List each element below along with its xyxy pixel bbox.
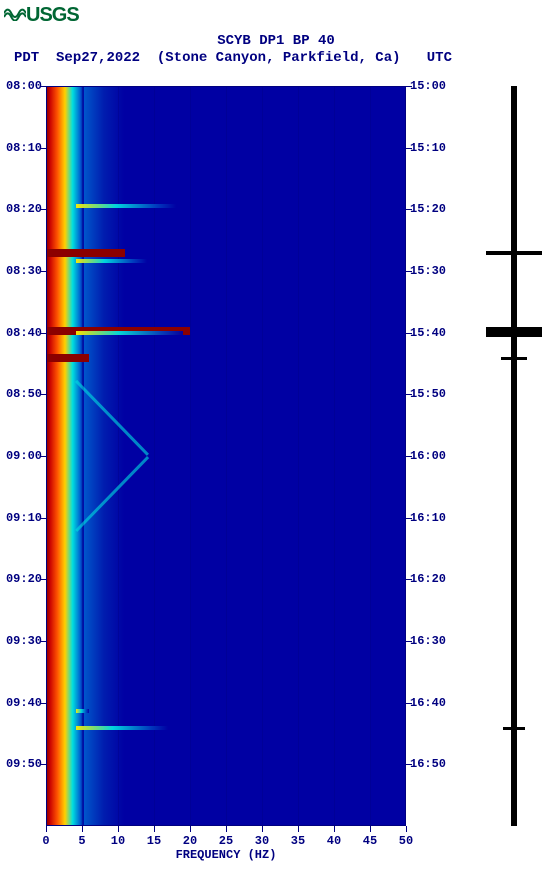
- seismo-burst: [503, 727, 525, 730]
- location-label: (Stone Canyon, Parkfield, Ca): [157, 50, 401, 66]
- y-label-left: 08:40: [2, 326, 42, 340]
- seismo-baseline: [513, 86, 515, 826]
- y-label-left: 09:40: [2, 696, 42, 710]
- x-tick: [82, 826, 83, 832]
- x-tick: [154, 826, 155, 832]
- grid-line: [334, 86, 335, 826]
- spectrogram-chart: FREQUENCY (HZ) 0510152025303540455008:00…: [46, 86, 406, 842]
- y-label-right: 15:10: [410, 141, 450, 155]
- x-tick-label: 30: [255, 834, 269, 848]
- chart-header: SCYB DP1 BP 40: [0, 32, 552, 50]
- grid-line: [298, 86, 299, 826]
- event-streak: [76, 259, 147, 263]
- tz-left-label: PDT: [14, 50, 39, 66]
- x-tick-label: 10: [111, 834, 125, 848]
- spectrogram-canvas: [46, 86, 406, 826]
- x-tick: [370, 826, 371, 832]
- grid-line: [82, 86, 83, 826]
- logo-wave-icon: [4, 6, 26, 22]
- x-tick: [262, 826, 263, 832]
- tz-left-block: PDT Sep27,2022 (Stone Canyon, Parkfield,…: [14, 50, 401, 66]
- seismo-burst: [501, 357, 526, 360]
- x-tick: [46, 826, 47, 832]
- y-label-right: 16:10: [410, 511, 450, 525]
- x-tick-label: 15: [147, 834, 161, 848]
- x-tick: [334, 826, 335, 832]
- x-tick: [118, 826, 119, 832]
- grid-line: [370, 86, 371, 826]
- x-tick-label: 45: [363, 834, 377, 848]
- x-axis-title: FREQUENCY (HZ): [46, 848, 406, 862]
- event-streak: [46, 249, 125, 257]
- y-label-left: 08:30: [2, 264, 42, 278]
- y-label-right: 16:50: [410, 757, 450, 771]
- event-streak: [76, 709, 89, 713]
- x-tick-label: 0: [42, 834, 49, 848]
- event-streak: [46, 354, 89, 362]
- y-label-right: 16:00: [410, 449, 450, 463]
- x-tick-label: 20: [183, 834, 197, 848]
- event-streak: [76, 204, 176, 208]
- grid-line: [46, 86, 47, 826]
- y-label-right: 16:40: [410, 696, 450, 710]
- seismogram-panel: [486, 86, 542, 826]
- station-line: SCYB DP1 BP 40: [0, 32, 552, 50]
- grid-line: [154, 86, 155, 826]
- x-tick-label: 25: [219, 834, 233, 848]
- grid-line: [118, 86, 119, 826]
- y-label-right: 15:50: [410, 387, 450, 401]
- grid-line: [262, 86, 263, 826]
- event-streak: [76, 331, 183, 335]
- tz-right-label: UTC: [427, 50, 452, 66]
- y-label-left: 08:00: [2, 79, 42, 93]
- y-label-left: 09:20: [2, 572, 42, 586]
- y-label-left: 09:50: [2, 757, 42, 771]
- event-streak: [76, 726, 168, 730]
- y-label-right: 15:40: [410, 326, 450, 340]
- x-tick: [226, 826, 227, 832]
- x-tick-label: 5: [78, 834, 85, 848]
- y-label-left: 08:50: [2, 387, 42, 401]
- x-tick: [298, 826, 299, 832]
- y-label-right: 16:20: [410, 572, 450, 586]
- grid-line: [226, 86, 227, 826]
- x-tick-label: 35: [291, 834, 305, 848]
- grid-line: [190, 86, 191, 826]
- y-label-right: 15:20: [410, 202, 450, 216]
- y-label-left: 08:10: [2, 141, 42, 155]
- date-label: Sep27,2022: [56, 50, 140, 66]
- y-label-right: 15:30: [410, 264, 450, 278]
- usgs-logo: USGS: [4, 4, 79, 27]
- seismo-burst: [486, 251, 542, 255]
- x-tick-label: 50: [399, 834, 413, 848]
- y-label-right: 15:00: [410, 79, 450, 93]
- low-freq-band: [46, 86, 84, 826]
- seismo-burst: [486, 327, 542, 337]
- x-tick: [190, 826, 191, 832]
- x-tick: [406, 826, 407, 832]
- y-label-left: 09:30: [2, 634, 42, 648]
- y-label-left: 08:20: [2, 202, 42, 216]
- logo-text: USGS: [26, 4, 79, 26]
- y-label-right: 16:30: [410, 634, 450, 648]
- y-label-left: 09:10: [2, 511, 42, 525]
- x-tick-label: 40: [327, 834, 341, 848]
- y-label-left: 09:00: [2, 449, 42, 463]
